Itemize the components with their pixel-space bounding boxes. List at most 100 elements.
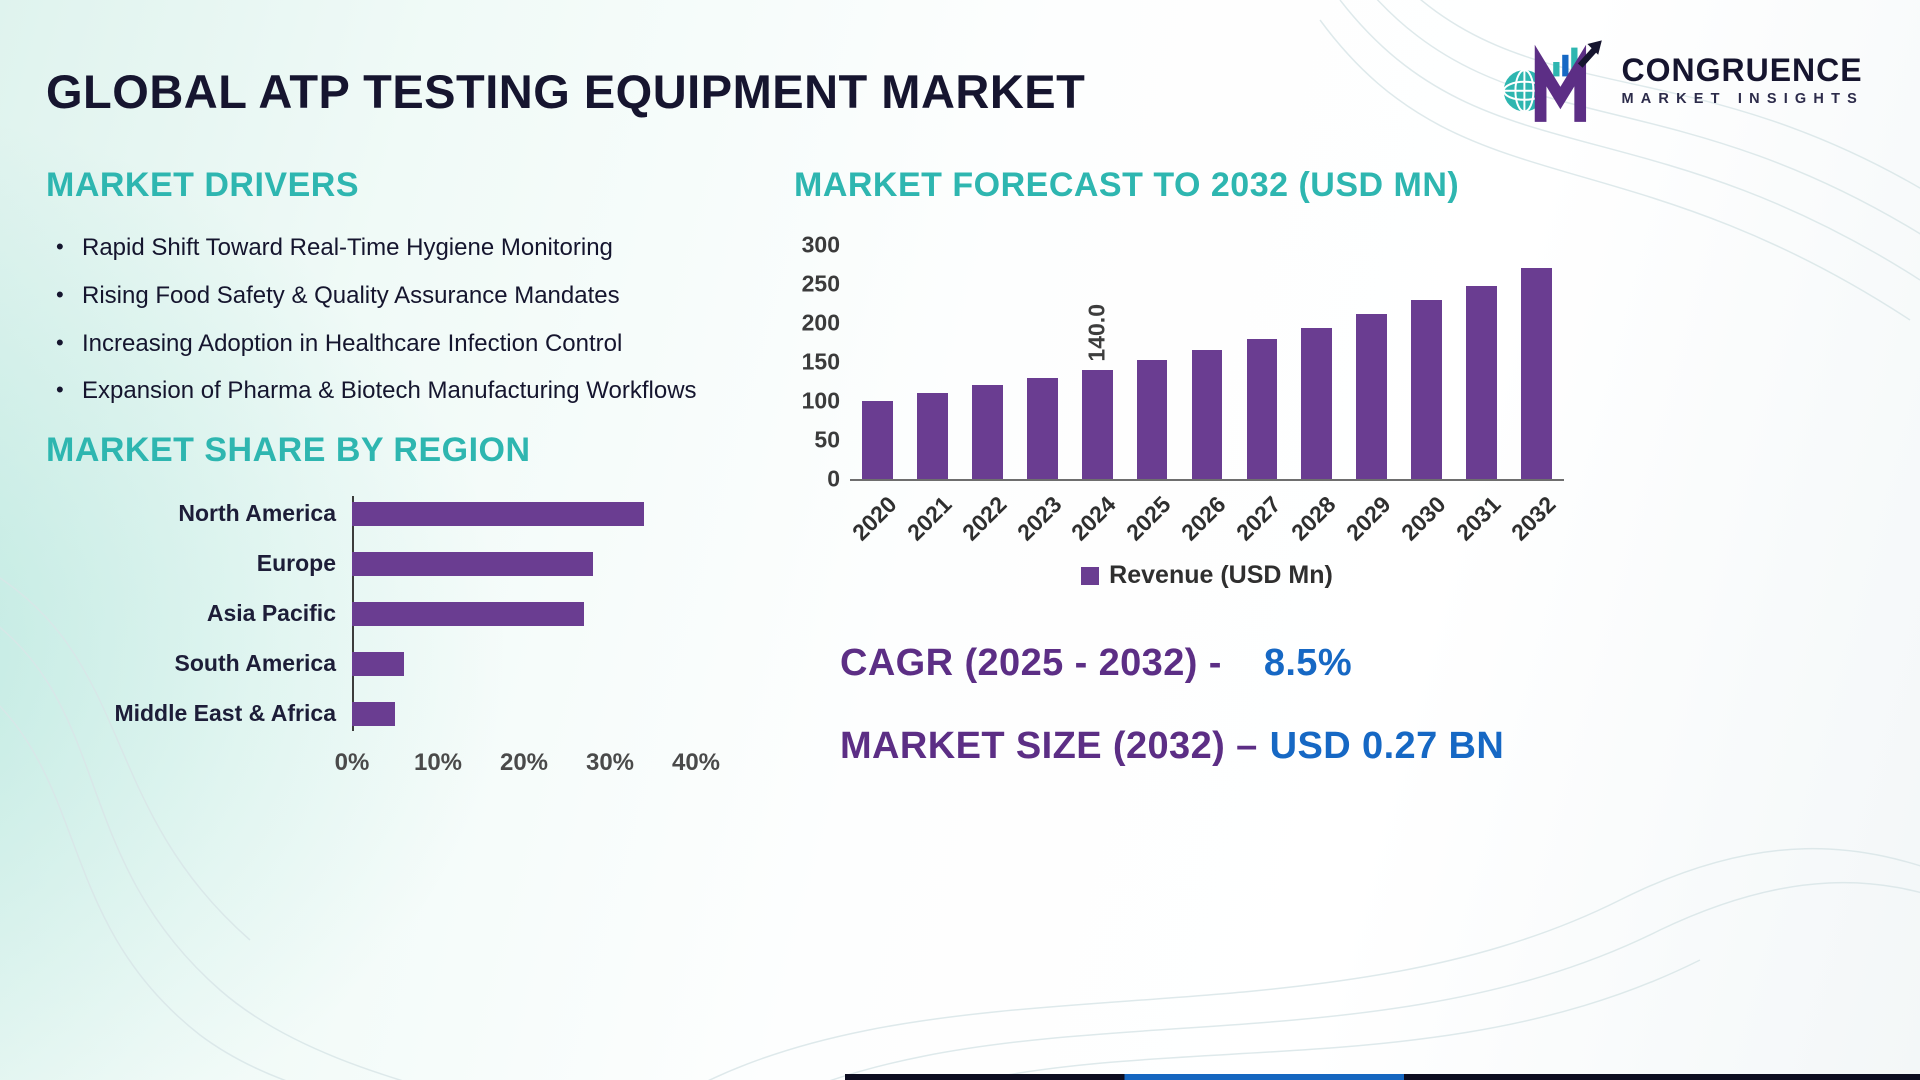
forecast-bar <box>1026 377 1058 479</box>
region-chart-xticks: 0% 10% 20% 30% 40% <box>335 743 720 783</box>
region-bar <box>352 651 404 676</box>
forecast-plot: 140.0 <box>850 245 1564 481</box>
region-bar-area <box>352 501 696 526</box>
forecast-plot-column: 140.0 2020 2021 2022 2023 2024 2025 2026 2027 20… <box>846 245 1564 590</box>
year-label: 2021 <box>901 491 957 546</box>
year-label: 2025 <box>1121 491 1176 546</box>
region-chart-rows: North America Europe Asia Pacific South Ame… <box>46 496 696 732</box>
forecast-bar <box>1356 314 1388 479</box>
y-tick-label: 150 <box>801 348 840 375</box>
region-bar <box>352 701 395 726</box>
forecast-column <box>1509 245 1564 479</box>
cagr-value: 8.5% <box>1263 642 1353 684</box>
year-label: 2027 <box>1231 491 1286 546</box>
region-bar-area <box>352 651 696 676</box>
region-row: Asia Pacific <box>46 600 696 627</box>
left-column: MARKET DRIVERS Rapid Shift Toward Real-T… <box>46 166 766 808</box>
x-tick-label: 30% <box>585 749 635 777</box>
forecast-xlabels: 2020 2021 2022 2023 2024 2025 2026 2027 2028 2029… <box>846 481 1564 559</box>
year-label: 2029 <box>1341 491 1396 546</box>
brand-logo-text: CONGRUENCE MARKET INSIGHTS <box>1621 54 1864 107</box>
y-tick-label: 300 <box>801 231 840 258</box>
forecast-column <box>1289 245 1344 479</box>
year-label: 2026 <box>1176 491 1231 546</box>
brand-name: CONGRUENCE <box>1621 51 1863 88</box>
legend-label: Revenue (USD Mn) <box>1109 561 1333 589</box>
forecast-bar <box>971 385 1003 479</box>
region-share-chart: North America Europe Asia Pacific South Ame… <box>46 496 720 783</box>
market-drivers-list: Rapid Shift Toward Real-Time Hygiene Mon… <box>52 231 766 409</box>
forecast-bar <box>1466 285 1497 479</box>
forecast-bar <box>917 393 948 479</box>
x-tick-label: 40% <box>671 749 721 777</box>
forecast-yaxis: 0 50 100 150 200 250 300 <box>794 232 850 492</box>
driver-item: Rising Food Safety & Quality Assurance M… <box>52 279 766 314</box>
market-size-stat: MARKET SIZE (2032) – USD 0.27 BN <box>840 725 1864 768</box>
region-label: South America <box>174 650 336 677</box>
forecast-bar <box>1246 339 1278 479</box>
forecast-column <box>1125 245 1180 479</box>
y-tick-label: 0 <box>827 465 840 492</box>
x-tick-label: 20% <box>499 749 549 777</box>
y-tick-label: 100 <box>801 387 840 414</box>
year-label: 2020 <box>846 491 902 546</box>
market-size-label: MARKET SIZE (2032) – <box>840 725 1258 767</box>
cagr-label: CAGR (2025 - 2032) - <box>840 642 1222 684</box>
year-label: 2023 <box>1011 491 1067 546</box>
x-tick-label: 0% <box>334 749 370 777</box>
forecast-chart: 0 50 100 150 200 250 300 140.0 2020 2021 2022 202… <box>794 232 1564 590</box>
y-tick-label: 250 <box>801 270 840 297</box>
bottom-accent-bar <box>844 1074 1920 1080</box>
year-label: 2031 <box>1450 491 1506 546</box>
market-size-value: USD 0.27 BN <box>1269 725 1505 767</box>
right-column: MARKET FORECAST TO 2032 (USD MN) 0 50 100 1… <box>794 166 1864 808</box>
region-bar <box>352 551 593 576</box>
year-label: 2030 <box>1395 491 1451 546</box>
forecast-column <box>1344 245 1399 479</box>
forecast-bar <box>1081 369 1113 479</box>
forecast-bar <box>862 401 893 479</box>
year-label: 2022 <box>956 491 1012 546</box>
forecast-heading: MARKET FORECAST TO 2032 (USD MN) <box>794 166 1460 204</box>
forecast-column <box>850 245 905 479</box>
y-tick-label: 50 <box>814 426 840 453</box>
region-row: Europe <box>46 550 696 577</box>
region-bar <box>352 601 585 626</box>
forecast-column <box>905 245 960 479</box>
market-share-heading: MARKET SHARE BY REGION <box>46 431 531 470</box>
forecast-bar <box>1301 327 1333 479</box>
market-drivers-heading: MARKET DRIVERS <box>46 166 360 204</box>
legend-swatch <box>1081 566 1100 585</box>
region-bar-area <box>352 601 696 626</box>
key-stats: CAGR (2025 - 2032) - 8.5% MARKET SIZE (20… <box>794 642 1864 768</box>
region-label: Middle East & Africa <box>114 700 336 727</box>
region-row: Middle East & Africa <box>46 700 696 727</box>
forecast-bar <box>1136 360 1168 479</box>
page-title: GLOBAL ATP TESTING EQUIPMENT MARKET <box>46 65 1086 118</box>
forecast-legend: Revenue (USD Mn) <box>850 561 1564 590</box>
forecast-column <box>1454 245 1509 479</box>
forecast-column <box>1399 245 1454 479</box>
year-label: 2024 <box>1066 491 1122 546</box>
year-label: 2028 <box>1286 491 1341 546</box>
region-row: South America <box>46 650 696 677</box>
bar-data-label: 140.0 <box>1083 304 1110 362</box>
brand-subtitle: MARKET INSIGHTS <box>1621 90 1864 107</box>
region-bar-area <box>352 551 696 576</box>
forecast-column: 140.0 <box>1070 245 1125 479</box>
forecast-column <box>960 245 1015 479</box>
driver-item: Expansion of Pharma & Biotech Manufactur… <box>52 374 766 409</box>
brand-logo: CONGRUENCE MARKET INSIGHTS <box>1501 38 1864 122</box>
y-tick-label: 200 <box>801 309 840 336</box>
forecast-column <box>1234 245 1289 479</box>
forecast-bar <box>1411 300 1443 479</box>
driver-item: Rapid Shift Toward Real-Time Hygiene Mon… <box>52 231 766 266</box>
region-row: North America <box>46 500 696 527</box>
content-columns: MARKET DRIVERS Rapid Shift Toward Real-T… <box>46 166 1864 808</box>
year-label: 2032 <box>1505 491 1561 546</box>
forecast-bar <box>1521 268 1552 479</box>
driver-item: Increasing Adoption in Healthcare Infect… <box>52 327 766 362</box>
region-label: Europe <box>256 550 336 577</box>
region-label: Asia Pacific <box>206 600 336 627</box>
